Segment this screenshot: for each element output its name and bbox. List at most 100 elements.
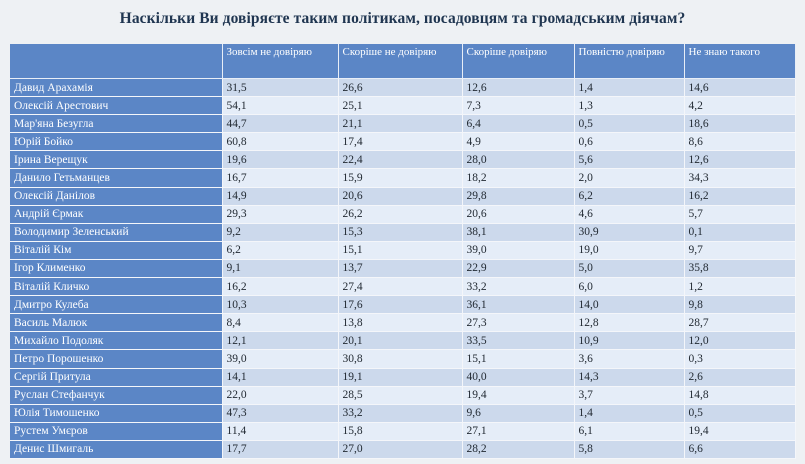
table-cell: 12,8 [574,313,685,333]
table-cell: 12,6 [462,78,575,98]
table-cell: 19,4 [684,422,796,441]
row-name: Юлія Тимошенко [10,404,223,423]
table-cell: 4,2 [684,96,796,116]
table-cell: 26,2 [338,205,463,224]
table-cell: 14,3 [574,368,685,387]
table-cell: 9,2 [222,223,339,242]
table-cell: 14,1 [222,368,339,387]
table-cell: 5,8 [574,440,685,459]
table-cell: 28,7 [684,313,796,333]
table-cell: 28,5 [338,386,463,405]
table-row: Мар'яна Безугла 44,7 21,1 6,4 0,5 18,6 [10,114,796,134]
table-cell: 8,4 [222,313,339,333]
table-cell: 15,1 [462,349,575,369]
row-name: Дмитро Кулеба [10,295,223,315]
table-cell: 0,1 [684,223,796,242]
column-header-empty [10,44,223,79]
row-name: Олексій Данілов [10,187,223,206]
table-cell: 47,3 [222,404,339,423]
table-cell: 7,3 [462,96,575,116]
table-cell: 5,0 [574,259,685,279]
table-cell: 0,3 [684,349,796,369]
table-row: Ігор Клименко 9,1 13,7 22,9 5,0 35,8 [10,259,796,279]
table-row: Руслан Стефанчук 22,0 28,5 19,4 3,7 14,8 [10,386,796,405]
table-row: Андрій Єрмак 29,3 26,2 20,6 4,6 5,7 [10,205,796,224]
column-header: Зовсім не довіряю [222,44,339,79]
row-name: Андрій Єрмак [10,205,223,224]
table-cell: 14,6 [684,78,796,98]
table-cell: 28,2 [462,440,575,459]
table-row: Віталій Кличко 16,2 27,4 33,2 6,0 1,2 [10,277,796,297]
table-cell: 0,5 [684,404,796,423]
table-cell: 9,7 [684,241,796,260]
table-cell: 1,4 [574,78,685,98]
column-header: Скоріше довіряю [462,44,575,79]
table-cell: 18,6 [684,114,796,134]
table-cell: 3,7 [574,386,685,405]
table-cell: 1,4 [574,404,685,423]
table-cell: 12,6 [684,150,796,170]
table-cell: 15,8 [338,422,463,441]
table-cell: 4,6 [574,205,685,224]
table-cell: 16,2 [684,187,796,206]
table-cell: 12,0 [684,331,796,351]
table-cell: 20,1 [338,331,463,351]
row-name: Ігор Клименко [10,259,223,279]
row-name: Мар'яна Безугла [10,114,223,134]
table-row: Рустем Умєров 11,4 15,8 27,1 6,1 19,4 [10,422,796,441]
table-cell: 16,2 [222,277,339,297]
row-name: Петро Порошенко [10,349,223,369]
table-row: Юрій Бойко 60,8 17,4 4,9 0,6 8,6 [10,132,796,152]
table-cell: 33,2 [462,277,575,297]
table-cell: 36,1 [462,295,575,315]
table-cell: 12,1 [222,331,339,351]
table-row: Віталій Кім 6,2 15,1 39,0 19,0 9,7 [10,241,796,260]
table-cell: 6,1 [574,422,685,441]
table-row: Сергій Притула 14,1 19,1 40,0 14,3 2,6 [10,368,796,387]
table-cell: 19,0 [574,241,685,260]
table-cell: 31,5 [222,78,339,98]
table-cell: 44,7 [222,114,339,134]
column-header: Повністю довіряю [574,44,685,79]
row-name: Василь Малюк [10,313,223,333]
table-cell: 6,2 [574,187,685,206]
table-cell: 25,1 [338,96,463,116]
table-cell: 27,0 [338,440,463,459]
table-cell: 17,6 [338,295,463,315]
table-cell: 5,7 [684,205,796,224]
table-cell: 10,3 [222,295,339,315]
table-cell: 16,7 [222,168,339,188]
table-cell: 14,0 [574,295,685,315]
table-cell: 19,1 [338,368,463,387]
page-title: Наскільки Ви довіряєте таким політикам, … [119,10,686,27]
table-cell: 27,3 [462,313,575,333]
table-cell: 28,0 [462,150,575,170]
table-cell: 27,1 [462,422,575,441]
table-row: Петро Порошенко 39,0 30,8 15,1 3,6 0,3 [10,349,796,369]
table-cell: 60,8 [222,132,339,152]
table-row: Михайло Подоляк 12,1 20,1 33,5 10,9 12,0 [10,331,796,351]
table-cell: 39,0 [462,241,575,260]
row-name: Давид Арахамія [10,78,223,98]
table-cell: 2,6 [684,368,796,387]
table-cell: 20,6 [338,187,463,206]
table-cell: 20,6 [462,205,575,224]
row-name: Віталій Кличко [10,277,223,297]
table-cell: 35,8 [684,259,796,279]
row-name: Володимир Зеленський [10,223,223,242]
table-cell: 6,4 [462,114,575,134]
table-row: Ірина Верещук 19,6 22,4 28,0 5,6 12,6 [10,150,796,170]
table-cell: 2,0 [574,168,685,188]
table-cell: 17,7 [222,440,339,459]
row-name: Рустем Умєров [10,422,223,441]
table-cell: 17,4 [338,132,463,152]
table-cell: 40,0 [462,368,575,387]
row-name: Ірина Верещук [10,150,223,170]
trust-table: Зовсім не довіряю Скоріше не довіряю Ско… [10,44,796,459]
table-cell: 19,4 [462,386,575,405]
table-header-row: Зовсім не довіряю Скоріше не довіряю Ско… [10,44,796,79]
row-name: Данило Гетьманцев [10,168,223,188]
table-cell: 5,6 [574,150,685,170]
table-cell: 34,3 [684,168,796,188]
table-cell: 54,1 [222,96,339,116]
